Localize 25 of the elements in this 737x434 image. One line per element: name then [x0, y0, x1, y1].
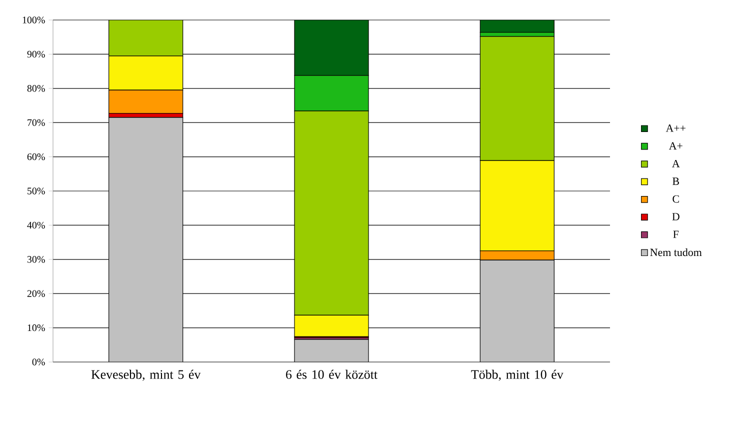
y-tick-label: 100%: [22, 16, 45, 24]
y-tick-label: 90%: [27, 50, 45, 58]
y-tick-label: 10%: [28, 324, 45, 332]
y-tick-label: 0%: [32, 358, 45, 366]
x-tick-label: 6 és 10 év között: [286, 370, 378, 379]
y-tick-label: 30%: [27, 256, 45, 263]
legend-label: D: [672, 213, 680, 220]
legend-label: A+: [668, 142, 682, 150]
legend-label: F: [673, 230, 679, 238]
bar: [480, 260, 554, 362]
bar: [294, 339, 369, 362]
y-tick-label: 80%: [27, 85, 45, 92]
legend-label: B: [672, 178, 680, 185]
y-tick-label: 70%: [28, 119, 45, 126]
y-tick-label: 40%: [27, 222, 45, 229]
bar: [108, 117, 184, 362]
legend-label: A: [672, 160, 680, 168]
y-tick-label: 20%: [27, 290, 45, 297]
legend-label: C: [672, 195, 679, 203]
legend-label: Nem tudom: [650, 248, 702, 256]
y-tick-label: 50%: [28, 188, 45, 194]
x-tick-label: Kevesebb, mint 5 év: [91, 370, 201, 381]
x-tick-label: Több, mint 10 év: [471, 370, 564, 381]
y-tick-label: 60%: [27, 153, 45, 160]
legend-label: A++: [666, 124, 686, 132]
